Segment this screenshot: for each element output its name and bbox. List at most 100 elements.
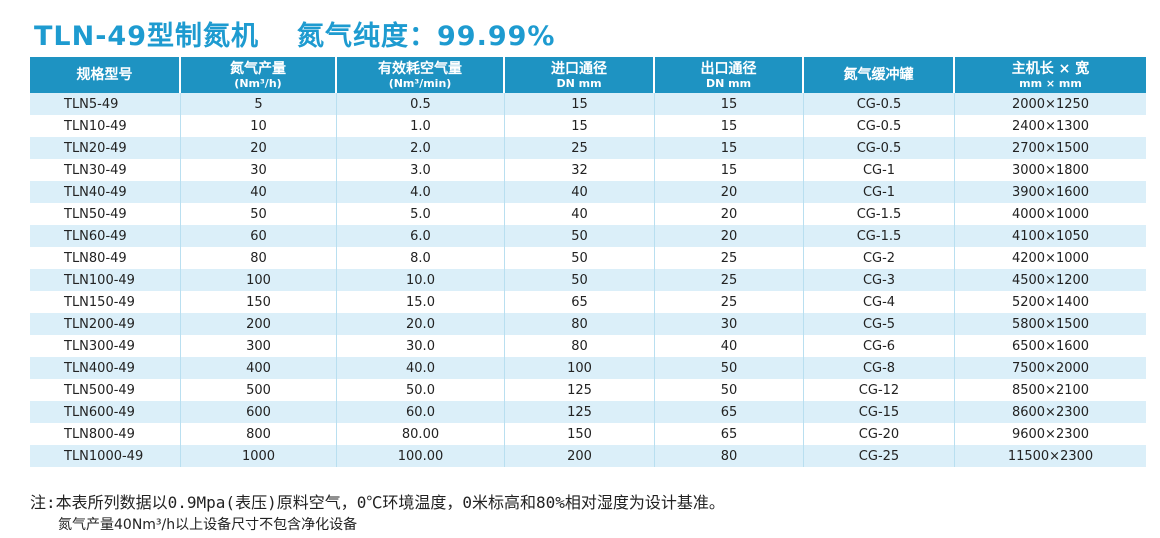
table-cell: 9600×2300: [955, 423, 1146, 445]
column-header-unit: (Nm³/h): [234, 76, 282, 90]
table-cell: 2.0: [337, 137, 505, 159]
table-cell: CG-1: [804, 159, 955, 181]
table-cell: 20: [655, 203, 804, 225]
table-cell: 11500×2300: [955, 445, 1146, 467]
column-header-unit: mm × mm: [1019, 76, 1082, 90]
table-cell: 6.0: [337, 225, 505, 247]
column-header-label: 主机长 × 宽: [1011, 60, 1090, 77]
table-cell: 150: [505, 423, 655, 445]
table-cell: 2400×1300: [955, 115, 1146, 137]
table-cell: 100.00: [337, 445, 505, 467]
table-cell: 15: [655, 115, 804, 137]
table-cell: CG-2: [804, 247, 955, 269]
table-row: TLN5-49 5 0.5 15 15 CG-0.5 2000×1250: [30, 93, 1146, 115]
table-cell: 15: [655, 159, 804, 181]
table-cell: 100: [505, 357, 655, 379]
table-row: TLN800-49 800 80.00 150 65 CG-20 9600×2300: [30, 423, 1146, 445]
table-cell: TLN30-49: [30, 159, 181, 181]
table-row: TLN200-49 200 20.0 80 30 CG-5 5800×1500: [30, 313, 1146, 335]
table-cell: 15: [505, 93, 655, 115]
table-cell: TLN1000-49: [30, 445, 181, 467]
table-cell: 300: [181, 335, 337, 357]
table-cell: 50.0: [337, 379, 505, 401]
table-cell: TLN600-49: [30, 401, 181, 423]
table-row: TLN150-49 150 15.0 65 25 CG-4 5200×1400: [30, 291, 1146, 313]
table-cell: 7500×2000: [955, 357, 1146, 379]
table-cell: CG-1.5: [804, 203, 955, 225]
table-cell: 3900×1600: [955, 181, 1146, 203]
table-cell: 50: [655, 357, 804, 379]
table-cell: TLN150-49: [30, 291, 181, 313]
column-header-4: 出口通径 DN mm: [655, 57, 804, 93]
table-cell: 125: [505, 379, 655, 401]
table-cell: CG-25: [804, 445, 955, 467]
table-cell: 60: [181, 225, 337, 247]
column-header-unit: (Nm³/min): [388, 76, 452, 90]
table-cell: 50: [505, 247, 655, 269]
table-cell: TLN800-49: [30, 423, 181, 445]
table-cell: TLN500-49: [30, 379, 181, 401]
table-cell: 2000×1250: [955, 93, 1146, 115]
table-cell: 40.0: [337, 357, 505, 379]
column-header-label: 出口通径: [700, 60, 757, 77]
table-row: TLN60-49 60 6.0 50 20 CG-1.5 4100×1050: [30, 225, 1146, 247]
table-cell: 4100×1050: [955, 225, 1146, 247]
table-cell: 30: [181, 159, 337, 181]
spec-table-body: TLN5-49 5 0.5 15 15 CG-0.5 2000×1250 TLN10-49 10…: [30, 93, 1146, 467]
table-cell: 25: [505, 137, 655, 159]
table-row: TLN20-49 20 2.0 25 15 CG-0.5 2700×1500: [30, 137, 1146, 159]
table-cell: 25: [655, 247, 804, 269]
spec-table-header: 规格型号 氮气产量 (Nm³/h) 有效耗空气量 (Nm³/min) 进口通径 DN mm 出…: [30, 57, 1146, 93]
table-cell: 800: [181, 423, 337, 445]
table-cell: 15.0: [337, 291, 505, 313]
table-cell: 2700×1500: [955, 137, 1146, 159]
table-cell: 4200×1000: [955, 247, 1146, 269]
table-cell: 80: [655, 445, 804, 467]
column-header-label: 氮气缓冲罐: [843, 67, 914, 83]
column-header-unit: DN mm: [556, 76, 602, 90]
table-cell: CG-6: [804, 335, 955, 357]
column-header-2: 有效耗空气量 (Nm³/min): [337, 57, 505, 93]
table-cell: 6500×1600: [955, 335, 1146, 357]
table-row: TLN10-49 10 1.0 15 15 CG-0.5 2400×1300: [30, 115, 1146, 137]
table-row: TLN400-49 400 40.0 100 50 CG-8 7500×2000: [30, 357, 1146, 379]
column-header-3: 进口通径 DN mm: [505, 57, 655, 93]
table-cell: 25: [655, 291, 804, 313]
table-cell: 40: [655, 335, 804, 357]
table-cell: TLN20-49: [30, 137, 181, 159]
table-cell: 4.0: [337, 181, 505, 203]
table-row: TLN50-49 50 5.0 40 20 CG-1.5 4000×1000: [30, 203, 1146, 225]
table-cell: 3000×1800: [955, 159, 1146, 181]
table-cell: CG-5: [804, 313, 955, 335]
table-cell: 20: [181, 137, 337, 159]
table-cell: TLN200-49: [30, 313, 181, 335]
table-cell: 3.0: [337, 159, 505, 181]
table-cell: 25: [655, 269, 804, 291]
table-cell: 50: [181, 203, 337, 225]
table-cell: 40: [505, 181, 655, 203]
table-cell: 20: [655, 225, 804, 247]
table-cell: 4500×1200: [955, 269, 1146, 291]
column-header-5: 氮气缓冲罐: [804, 57, 955, 93]
table-cell: 32: [505, 159, 655, 181]
column-header-label: 有效耗空气量: [378, 60, 462, 77]
table-cell: 65: [655, 401, 804, 423]
table-cell: TLN5-49: [30, 93, 181, 115]
table-cell: TLN400-49: [30, 357, 181, 379]
title-purity: 氮气纯度：99.99%: [297, 21, 556, 52]
table-row: TLN80-49 80 8.0 50 25 CG-2 4200×1000: [30, 247, 1146, 269]
table-cell: 80: [505, 313, 655, 335]
table-cell: 20: [655, 181, 804, 203]
table-cell: 1.0: [337, 115, 505, 137]
table-row: TLN30-49 30 3.0 32 15 CG-1 3000×1800: [30, 159, 1146, 181]
table-cell: CG-0.5: [804, 137, 955, 159]
table-cell: TLN80-49: [30, 247, 181, 269]
table-cell: 5: [181, 93, 337, 115]
table-cell: 400: [181, 357, 337, 379]
table-cell: TLN10-49: [30, 115, 181, 137]
table-cell: 50: [505, 225, 655, 247]
table-cell: CG-4: [804, 291, 955, 313]
page-title: TLN-49型制氮机 氮气纯度：99.99%: [34, 14, 555, 52]
table-cell: 8.0: [337, 247, 505, 269]
table-cell: 200: [505, 445, 655, 467]
